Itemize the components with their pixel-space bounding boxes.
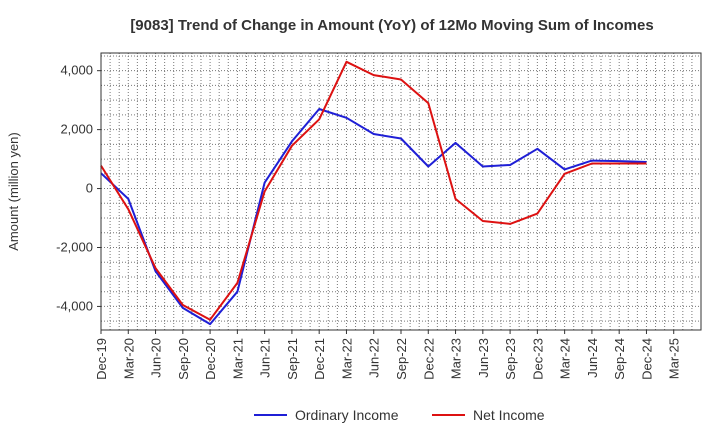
legend: Ordinary Income Net Income [254, 407, 545, 423]
x-tick-label: Mar-25 [667, 338, 682, 379]
grid [101, 53, 701, 330]
x-tick-label: Dec-23 [530, 338, 545, 380]
y-axis: 4,000 2,000 0 -2,000 -4,000 [56, 63, 101, 313]
x-tick-label: Mar-24 [558, 338, 573, 379]
x-tick-label: Jun-21 [258, 338, 273, 378]
y-tick-label: -4,000 [56, 298, 93, 313]
x-tick-label: Mar-23 [449, 338, 464, 379]
x-tick-label: Dec-19 [94, 338, 109, 380]
series-line-net-income [100, 60, 647, 321]
x-tick-label: Dec-20 [203, 338, 218, 380]
chart-title: [9083] Trend of Change in Amount (YoY) o… [130, 17, 653, 34]
x-axis: Dec-19 Mar-20 Jun-20 Sep-20 Dec-20 Mar-21 Jun-… [94, 330, 682, 380]
legend-label: Ordinary Income [295, 407, 399, 423]
x-tick-label: Jun-22 [367, 338, 382, 378]
x-tick-label: Mar-21 [230, 338, 245, 379]
x-tick-label: Jun-20 [149, 338, 164, 378]
x-tick-label: Dec-22 [421, 338, 436, 380]
plot-frame [100, 52, 702, 331]
y-axis-label: Amount (million yen) [6, 132, 21, 251]
x-tick-label: Jun-23 [476, 338, 491, 378]
x-tick-label: Dec-24 [639, 338, 654, 380]
x-tick-label: Sep-20 [176, 338, 191, 380]
x-tick-label: Sep-24 [612, 338, 627, 380]
x-tick-label: Sep-21 [285, 338, 300, 380]
y-tick-label: 0 [86, 181, 93, 196]
x-tick-label: Mar-20 [121, 338, 136, 379]
x-tick-label: Dec-21 [312, 338, 327, 380]
y-tick-label: 2,000 [60, 122, 93, 137]
legend-label: Net Income [473, 407, 545, 423]
series-line-ordinary-income [100, 108, 647, 326]
x-tick-label: Sep-23 [503, 338, 518, 380]
x-tick-label: Mar-22 [339, 338, 354, 379]
y-tick-label: -2,000 [56, 239, 93, 254]
series-group [100, 60, 647, 326]
x-tick-label: Jun-24 [585, 338, 600, 378]
y-tick-label: 4,000 [60, 63, 93, 78]
x-tick-label: Sep-22 [394, 338, 409, 380]
